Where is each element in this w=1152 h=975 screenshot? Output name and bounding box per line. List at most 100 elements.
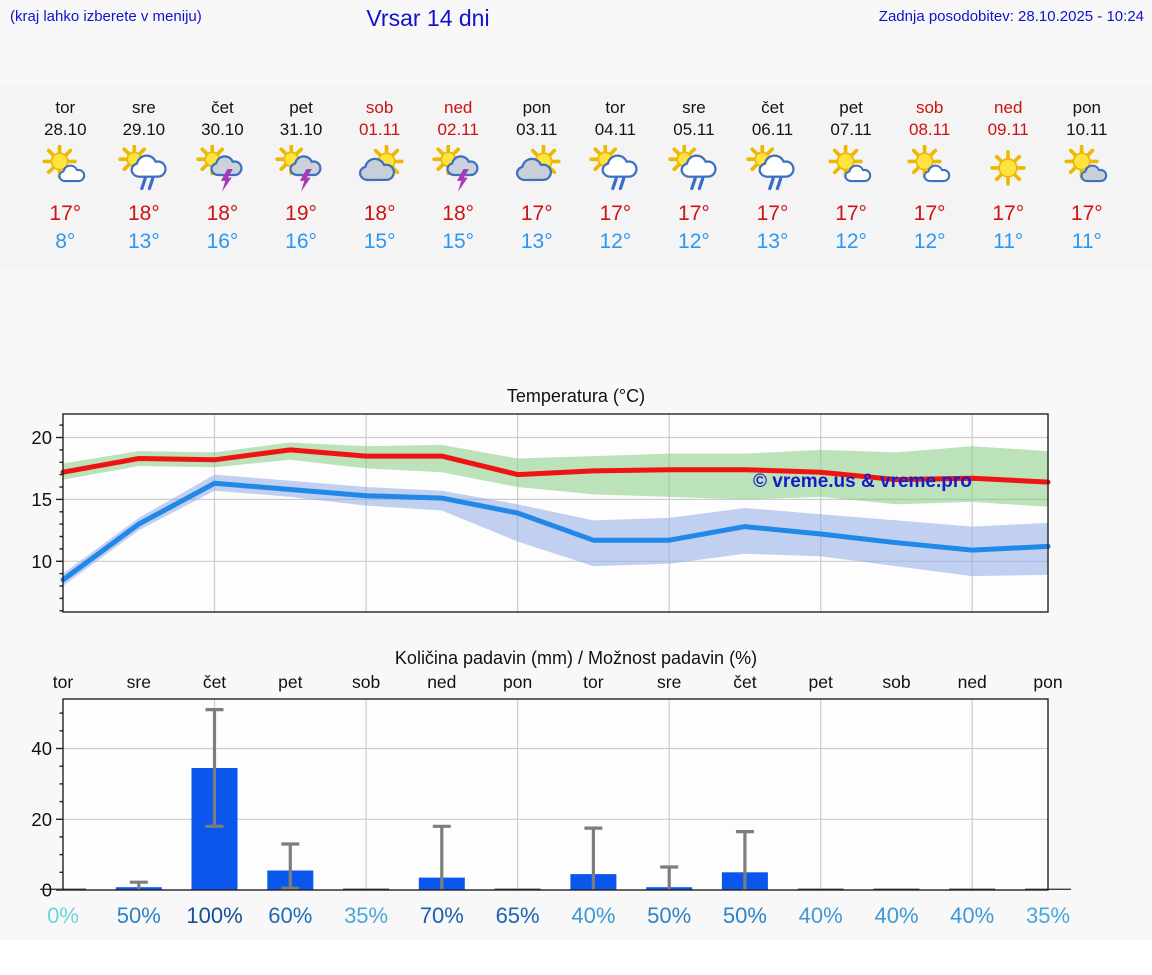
last-update-timestamp: Zadnja posodobitev: 28.10.2025 - 10:24	[878, 8, 1144, 25]
precip-probability-label: 0%	[47, 903, 79, 928]
sun-storm-icon	[262, 141, 341, 197]
day-low-temperature: 11°	[1071, 230, 1102, 254]
day-low-temperature: 12°	[678, 230, 710, 254]
sun-cloud-gray-icon	[1048, 141, 1127, 197]
forecast-day-column: pon 10.11 17° 11°	[1048, 97, 1127, 254]
precip-day-label: pon	[503, 672, 532, 692]
forecast-day-column: sob 08.11 17° 12°	[890, 97, 969, 254]
day-name: ned	[994, 98, 1023, 117]
day-date: 04.11	[594, 120, 636, 140]
page-title: Vrsar 14 dni	[366, 5, 490, 31]
precip-day-label: sre	[127, 672, 151, 692]
day-date: 01.11	[358, 120, 401, 140]
day-high-temperature: 18°	[442, 202, 475, 226]
day-low-temperature: 11°	[993, 230, 1024, 254]
day-low-temperature: 12°	[913, 230, 946, 254]
day-high-temperature: 17°	[678, 202, 710, 226]
day-low-temperature: 13°	[756, 230, 789, 254]
precipitation-chart: tor sre čet pet sob ned pon tor sre čet pet sob ned p…	[31, 672, 1071, 928]
cloud-sun-icon	[497, 141, 576, 197]
min-temp-range-band	[63, 474, 1048, 586]
day-high-temperature: 17°	[599, 202, 632, 226]
cloud-sun-icon	[340, 141, 419, 197]
day-date: 31.10	[279, 120, 323, 140]
day-high-temperature: 19°	[285, 202, 317, 226]
precip-day-label: pet	[278, 672, 302, 692]
watermark: © vreme.us & vreme.pro	[753, 471, 972, 492]
precip-probability-label: 65%	[496, 903, 540, 928]
precip-y-tick-label: 40	[31, 738, 52, 759]
sun-rain-icon	[655, 141, 734, 197]
sun-storm-icon	[183, 141, 262, 197]
temp-y-tick-label: 15	[31, 489, 52, 510]
forecast-day-column: pet 07.11 17° 12°	[812, 97, 891, 254]
temperature-chart-title: Temperatura (°C)	[506, 386, 646, 407]
day-high-temperature: 17°	[913, 202, 946, 226]
day-name: pon	[522, 98, 551, 117]
precip-y-tick-label: 20	[31, 809, 52, 830]
precip-probability-label: 50%	[723, 903, 767, 928]
precip-day-label: sob	[882, 672, 910, 692]
precip-day-label: tor	[53, 672, 74, 692]
day-low-temperature: 16°	[206, 230, 239, 254]
day-high-temperature: 17°	[835, 202, 867, 226]
temp-y-tick-label: 10	[31, 551, 52, 572]
day-date: 10.11	[1066, 120, 1108, 140]
forecast-day-column: tor 04.11 17° 12°	[576, 97, 655, 254]
precip-day-label: pon	[1033, 672, 1062, 692]
precip-probability-label: 40%	[950, 903, 994, 928]
sun-rain-icon	[576, 141, 655, 197]
precip-probability-label: 100%	[186, 903, 242, 928]
precip-bar	[343, 888, 390, 891]
day-high-temperature: 17°	[49, 202, 82, 226]
forecast-day-column: pet 31.10 19° 16°	[262, 97, 341, 254]
temp-y-tick-label: 20	[31, 427, 52, 448]
sun-storm-icon	[419, 141, 498, 197]
precip-day-label: tor	[583, 672, 604, 692]
day-date: 06.11	[751, 120, 794, 140]
day-low-temperature: 12°	[599, 230, 632, 254]
precip-probability-label: 70%	[420, 903, 464, 928]
day-name: sre	[682, 98, 706, 117]
forecast-day-column: sob 01.11 18° 15°	[340, 97, 419, 254]
day-low-temperature: 8°	[55, 230, 76, 254]
day-date: 30.10	[201, 120, 244, 140]
precip-bar	[797, 888, 844, 891]
day-low-temperature: 13°	[520, 230, 553, 254]
precip-probability-label: 35%	[344, 903, 388, 928]
day-name: tor	[605, 98, 626, 117]
day-date: 02.11	[437, 120, 479, 140]
sun-rain-icon	[105, 141, 184, 197]
precip-day-label: ned	[427, 672, 456, 692]
precip-bar	[873, 888, 920, 891]
day-name: čet	[211, 98, 234, 117]
precip-day-label: ned	[958, 672, 987, 692]
forecast-day-column: tor 28.10 17° 8°	[26, 97, 105, 254]
day-name: sre	[132, 98, 156, 117]
precip-probability-label: 35%	[1026, 903, 1070, 928]
page-header: (kraj lahko izberete v meniju) Vrsar 14 …	[0, 0, 1152, 85]
precip-bar	[494, 888, 541, 891]
precip-axis-ticks	[56, 712, 63, 892]
precip-probability-label: 50%	[117, 903, 161, 928]
forecast-day-column: čet 30.10 18° 16°	[183, 97, 262, 254]
day-date: 29.10	[122, 120, 166, 140]
day-date: 03.11	[516, 120, 558, 140]
precip-error-bars	[129, 708, 754, 891]
day-high-temperature: 18°	[127, 202, 160, 226]
forecast-day-column: sre 29.10 18° 13°	[105, 97, 184, 254]
day-date: 28.10	[44, 120, 87, 140]
day-date: 05.11	[673, 120, 715, 140]
precip-day-label: čet	[733, 672, 756, 692]
precip-probability-label: 40%	[799, 903, 843, 928]
day-name: sob	[915, 98, 944, 117]
day-name: tor	[55, 98, 76, 117]
day-low-temperature: 15°	[363, 230, 396, 254]
sun-icon	[969, 141, 1048, 197]
day-high-temperature: 17°	[520, 202, 553, 226]
day-high-temperature: 17°	[992, 202, 1025, 226]
day-date: 07.11	[830, 120, 872, 140]
precipitation-chart-section: Količina padavin (mm) / Možnost padavin …	[0, 648, 1152, 933]
day-date: 09.11	[987, 120, 1029, 140]
forecast-day-column: ned 02.11 18° 15°	[419, 97, 498, 254]
